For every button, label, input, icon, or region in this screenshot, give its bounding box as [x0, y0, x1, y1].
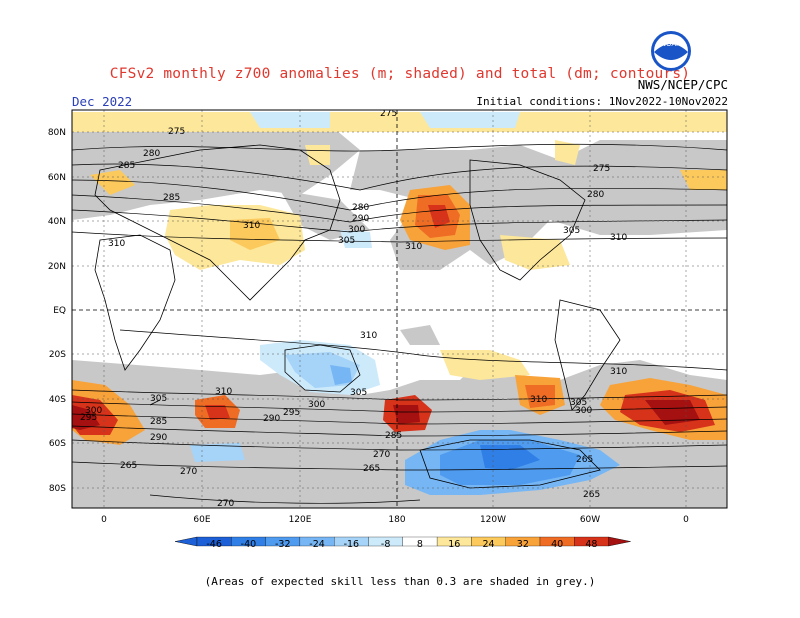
contour-label: 305	[338, 236, 355, 246]
contour-label: 305	[563, 226, 580, 236]
colorbar-tick-label: 40	[551, 539, 563, 550]
contour-label: 280	[143, 149, 160, 159]
contour-label: 290	[150, 433, 167, 443]
colorbar-tick-label: 32	[517, 539, 529, 550]
contour-label: 275	[380, 109, 397, 119]
contour-label: 275	[168, 127, 185, 137]
lon-label: 120E	[289, 515, 312, 525]
contour-label: 270	[217, 499, 234, 509]
contour-label: 305	[350, 388, 367, 398]
contour-labels: 275 280 285 285 310 310 275 280 280 290 …	[80, 109, 627, 509]
colorbar-tick-label: 24	[483, 539, 495, 550]
contour-label: 310	[215, 387, 232, 397]
contour-label: 310	[610, 367, 627, 377]
lat-label: 40N	[48, 217, 66, 227]
colorbar-tick-label: -24	[309, 539, 325, 550]
contour-label: 310	[530, 395, 547, 405]
contour-label: 265	[120, 461, 137, 471]
colorbar-tick-label: -32	[275, 539, 291, 550]
lon-label: 0	[101, 515, 107, 525]
colorbar-tick-label: 8	[417, 539, 423, 550]
contour-label: 290	[263, 414, 280, 424]
contour-label: 280	[587, 190, 604, 200]
contour-label: 310	[108, 239, 125, 249]
contour-label: 265	[363, 464, 380, 474]
lat-label: EQ	[53, 306, 66, 316]
initial-conditions: Initial conditions: 1Nov2022-10Nov2022	[476, 95, 728, 108]
contour-label: 300	[85, 406, 102, 416]
colorbar-max-arrow	[608, 536, 631, 547]
height-contours	[71, 143, 728, 504]
lat-label: 20N	[48, 262, 66, 272]
contour-label: 265	[583, 490, 600, 500]
colorbar-tick-label: -8	[381, 539, 390, 550]
graticule	[72, 110, 727, 508]
forecast-month: Dec 2022	[72, 94, 133, 109]
lon-label: 60E	[193, 515, 210, 525]
contour-label: 285	[118, 161, 135, 171]
noaa-logo-icon: NOAA	[651, 31, 691, 71]
contour-label: 265	[576, 455, 593, 465]
contour-label: 300	[348, 225, 365, 235]
map-title: CFSv2 monthly z700 anomalies (m; shaded)…	[109, 66, 691, 82]
lon-label: 0	[683, 515, 689, 525]
lat-label: 80S	[49, 484, 66, 494]
contour-label: 285	[163, 193, 180, 203]
contour-label: 270	[373, 450, 390, 460]
colorbar-tick-label: -40	[241, 539, 257, 550]
lon-label: 180	[388, 515, 405, 525]
lat-label: 40S	[49, 395, 66, 405]
contour-label: 275	[593, 164, 610, 174]
contour-label: 300	[308, 400, 325, 410]
lon-label: 120W	[480, 515, 506, 525]
polar-band	[72, 112, 727, 132]
contour-label: 310	[243, 221, 260, 231]
contour-label: 295	[80, 413, 97, 423]
contour-label: 310	[610, 233, 627, 243]
colorbar-tick-label: 48	[585, 539, 597, 550]
contour-label: 280	[352, 203, 369, 213]
map-frame	[71, 109, 728, 509]
contour-label: 290	[352, 214, 369, 224]
contour-label: 295	[283, 408, 300, 418]
lat-label: 80N	[48, 128, 66, 138]
contour-label: 285	[385, 431, 402, 441]
skill-footnote: (Areas of expected skill less than 0.3 a…	[204, 575, 596, 588]
colorbar-tick-label: -16	[344, 539, 360, 550]
agency-label: NWS/NCEP/CPC	[637, 77, 728, 92]
contour-label: 270	[180, 467, 197, 477]
contour-label: 305	[570, 398, 587, 408]
contour-label: 300	[575, 406, 592, 416]
contour-label: 310	[360, 331, 377, 341]
coastlines	[94, 144, 621, 489]
lat-label: 20S	[49, 350, 66, 360]
colorbar-min-arrow	[174, 536, 198, 547]
contour-label: 310	[405, 242, 422, 252]
contour-label: 285	[150, 417, 167, 427]
colorbar-tick-label: 16	[448, 539, 460, 550]
lat-label: 60N	[48, 173, 66, 183]
lat-label: 60S	[49, 439, 66, 449]
lon-label: 60W	[580, 515, 600, 525]
svg-text:NOAA: NOAA	[661, 40, 682, 48]
colorbar-tick-label: -46	[206, 539, 222, 550]
